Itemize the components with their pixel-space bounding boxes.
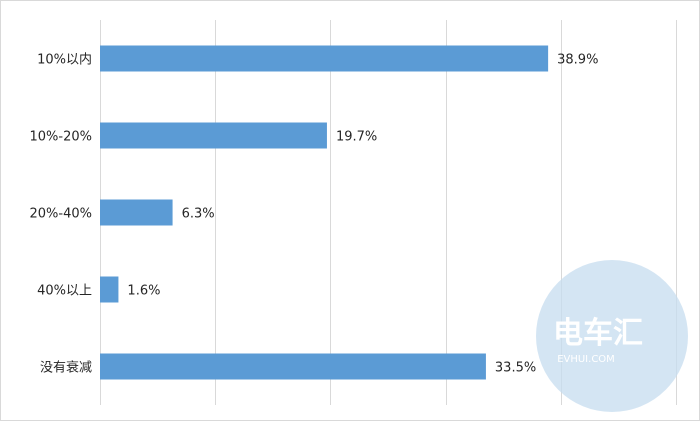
watermark-logo: 电车汇 EVHUI.COM xyxy=(536,260,688,412)
bar xyxy=(100,276,119,303)
watermark-logo-text: 电车汇 xyxy=(553,316,643,351)
data-label: 1.6% xyxy=(127,284,160,299)
data-label: 33.5% xyxy=(495,361,536,376)
bar xyxy=(100,45,549,72)
category-label: 20%-40% xyxy=(30,207,92,222)
data-label: 6.3% xyxy=(182,207,215,222)
data-label: 38.9% xyxy=(557,53,598,68)
bar xyxy=(100,199,173,226)
watermark-circle xyxy=(536,260,688,412)
labels: 10%以内 38.9% 10%-20% 19.7% 20%-40% 6.3% 40%以上 1.… xyxy=(30,52,599,376)
bar xyxy=(100,353,486,380)
category-label: 10%以内 xyxy=(37,52,92,68)
category-label: 没有衰减 xyxy=(40,360,92,376)
data-label: 19.7% xyxy=(336,130,377,145)
category-label: 10%-20% xyxy=(30,130,92,145)
bars xyxy=(100,45,549,380)
bar xyxy=(100,122,327,149)
watermark-logo-subtext: EVHUI.COM xyxy=(557,354,615,365)
category-label: 40%以上 xyxy=(37,284,92,299)
